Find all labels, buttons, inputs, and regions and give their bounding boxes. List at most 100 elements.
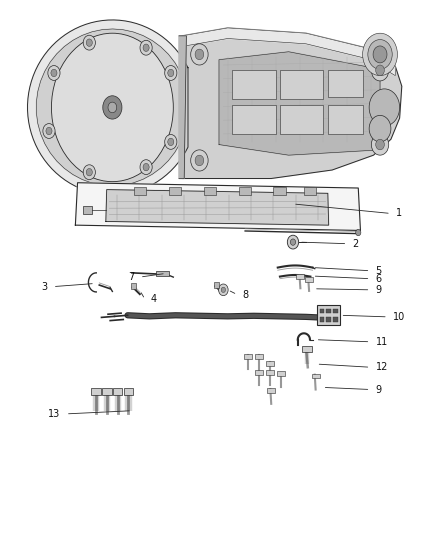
Circle shape <box>165 66 177 80</box>
Circle shape <box>165 134 177 149</box>
Bar <box>267 388 275 393</box>
Polygon shape <box>28 20 188 195</box>
Circle shape <box>86 39 92 46</box>
Circle shape <box>60 44 165 171</box>
Polygon shape <box>36 29 180 186</box>
Circle shape <box>219 284 228 296</box>
Circle shape <box>83 71 142 143</box>
Bar <box>113 389 122 395</box>
Bar <box>326 309 331 313</box>
Bar <box>244 354 252 359</box>
Text: 5: 5 <box>376 266 382 276</box>
Polygon shape <box>219 52 380 155</box>
Circle shape <box>369 115 391 142</box>
Circle shape <box>191 44 208 65</box>
Bar <box>280 105 323 134</box>
Circle shape <box>290 239 296 245</box>
Circle shape <box>287 235 299 249</box>
Circle shape <box>48 66 60 80</box>
Text: 9: 9 <box>376 384 382 394</box>
Bar <box>333 317 338 321</box>
Circle shape <box>368 39 392 69</box>
Circle shape <box>86 168 92 176</box>
Bar <box>239 188 251 195</box>
Circle shape <box>143 44 149 52</box>
Bar <box>232 105 276 134</box>
Bar <box>305 277 313 282</box>
Bar <box>134 188 146 195</box>
Bar <box>169 188 181 195</box>
Circle shape <box>143 164 149 171</box>
Circle shape <box>356 229 361 236</box>
Text: 10: 10 <box>393 312 405 322</box>
Circle shape <box>43 124 55 139</box>
Circle shape <box>103 96 122 119</box>
Text: 12: 12 <box>376 362 388 372</box>
Text: 7: 7 <box>128 272 134 282</box>
Circle shape <box>108 102 117 113</box>
Text: 6: 6 <box>376 273 382 284</box>
Bar <box>297 274 304 279</box>
Circle shape <box>83 165 95 180</box>
Bar <box>273 188 286 195</box>
Circle shape <box>140 160 152 174</box>
Circle shape <box>168 138 174 146</box>
Circle shape <box>376 65 385 76</box>
Text: 4: 4 <box>150 294 156 304</box>
Bar <box>156 271 169 276</box>
Circle shape <box>168 69 174 77</box>
Bar <box>312 374 320 378</box>
Bar <box>266 370 274 375</box>
Bar <box>266 361 274 366</box>
Circle shape <box>103 96 122 119</box>
Circle shape <box>221 287 226 293</box>
Polygon shape <box>106 190 328 225</box>
Circle shape <box>363 33 397 76</box>
Circle shape <box>108 102 117 113</box>
Circle shape <box>373 46 387 63</box>
Text: 9: 9 <box>376 285 382 295</box>
Bar <box>131 284 136 289</box>
Bar <box>102 389 112 395</box>
Text: 13: 13 <box>48 409 60 419</box>
Bar <box>277 372 285 376</box>
Bar <box>320 317 324 321</box>
Circle shape <box>376 139 385 150</box>
Bar <box>280 70 323 100</box>
Bar <box>304 188 316 195</box>
Text: 11: 11 <box>376 337 388 347</box>
Bar <box>124 389 133 395</box>
Circle shape <box>140 41 152 55</box>
Circle shape <box>371 60 389 81</box>
Polygon shape <box>75 183 360 230</box>
Circle shape <box>191 150 208 171</box>
Text: 3: 3 <box>42 281 47 292</box>
Bar <box>318 305 340 325</box>
Text: 8: 8 <box>243 289 249 300</box>
Circle shape <box>46 127 52 135</box>
Bar <box>326 317 331 321</box>
Bar <box>83 206 92 214</box>
Polygon shape <box>182 28 402 179</box>
Bar <box>333 309 338 313</box>
Bar <box>232 70 276 100</box>
Circle shape <box>83 35 95 50</box>
Circle shape <box>195 49 204 60</box>
Text: 2: 2 <box>353 239 359 249</box>
Circle shape <box>195 155 204 166</box>
Circle shape <box>94 85 131 130</box>
Text: 1: 1 <box>396 208 402 219</box>
Bar <box>320 309 324 313</box>
Bar <box>302 346 312 352</box>
Polygon shape <box>179 36 186 179</box>
Circle shape <box>71 57 154 158</box>
Circle shape <box>369 89 399 126</box>
Polygon shape <box>182 28 395 76</box>
Circle shape <box>371 134 389 155</box>
Bar <box>91 389 101 395</box>
Bar <box>328 70 363 97</box>
Circle shape <box>51 69 57 77</box>
Bar <box>204 188 216 195</box>
Bar <box>255 354 263 359</box>
Bar <box>214 282 219 288</box>
